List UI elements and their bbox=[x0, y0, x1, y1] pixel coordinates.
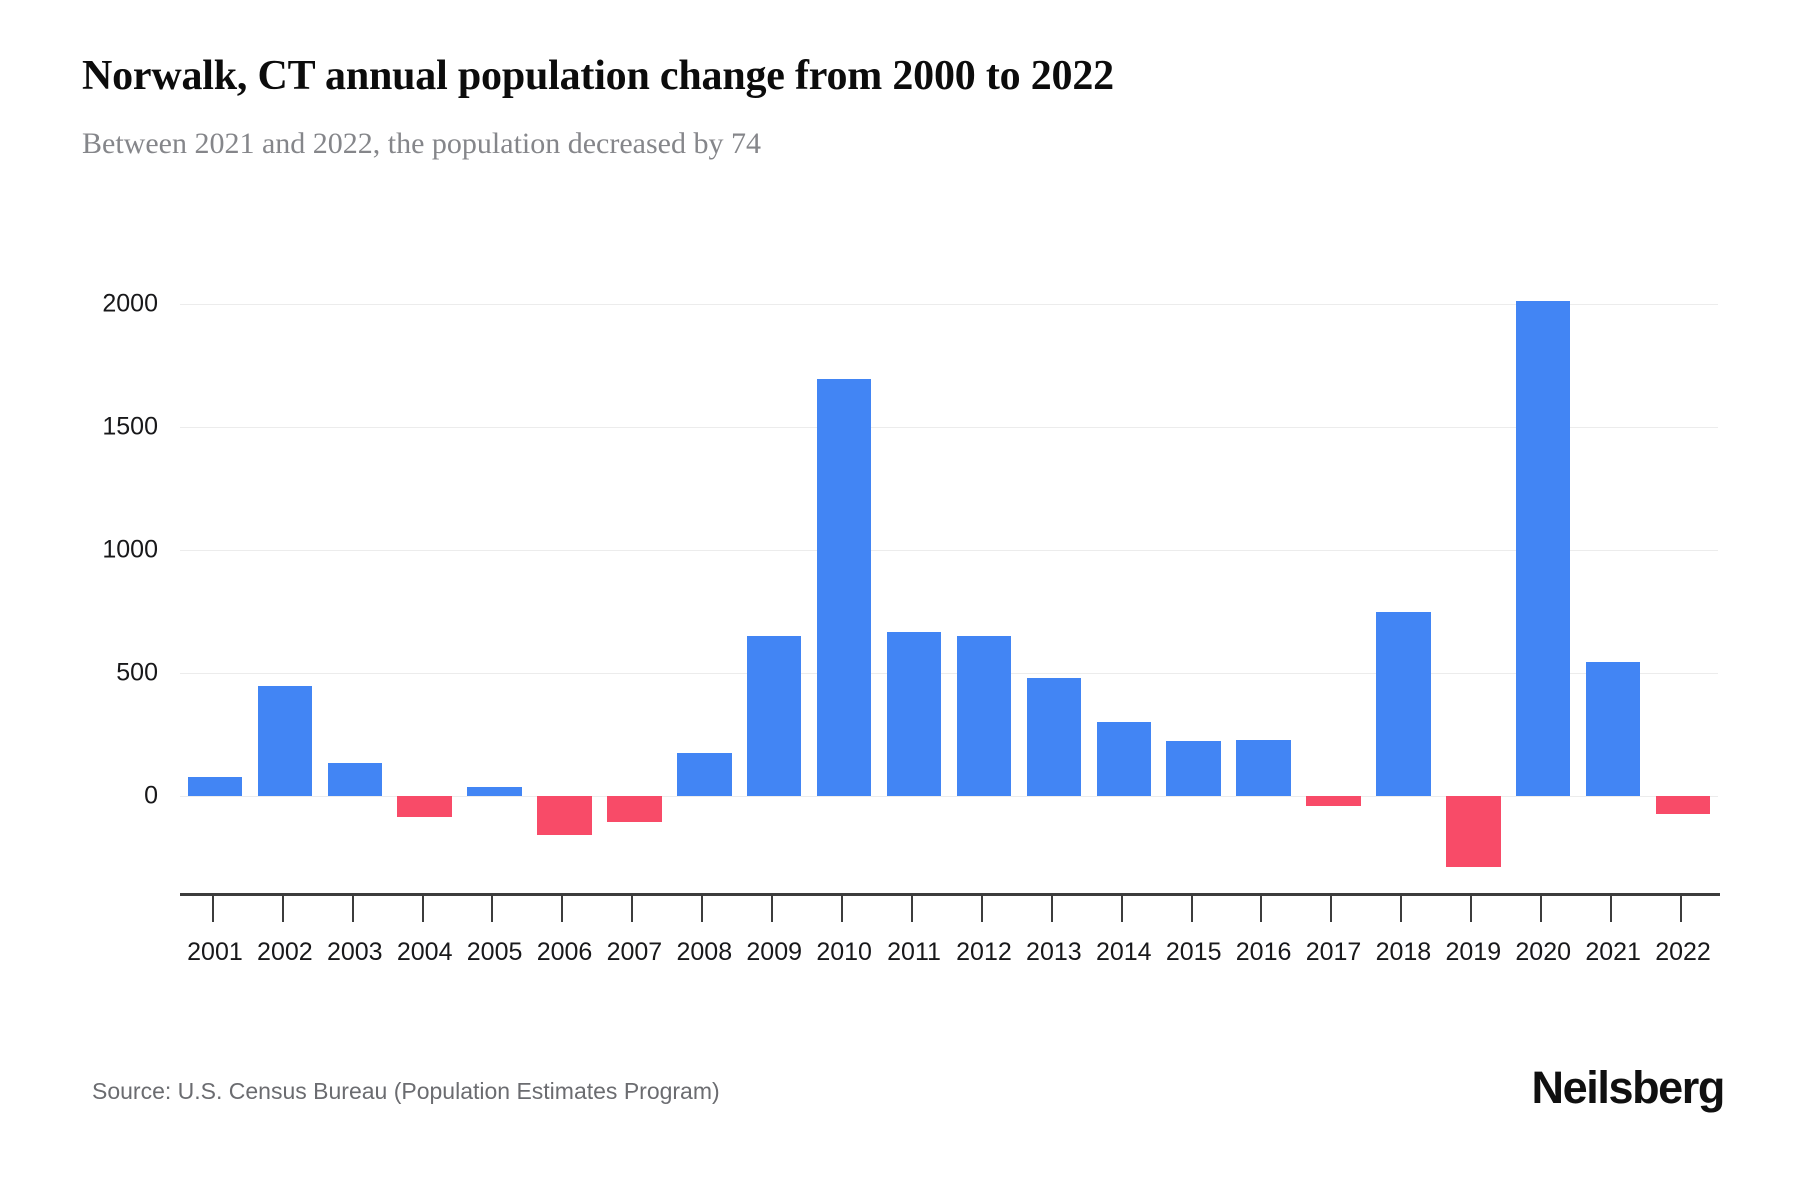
x-axis-label-2002: 2002 bbox=[257, 938, 313, 966]
bar-2022[interactable] bbox=[1655, 796, 1711, 815]
source-note: Source: U.S. Census Bureau (Population E… bbox=[92, 1078, 720, 1104]
x-axis-tick bbox=[1120, 893, 1123, 922]
x-axis-label-2019: 2019 bbox=[1445, 938, 1502, 966]
x-axis-tick bbox=[980, 893, 983, 922]
bar-2012[interactable] bbox=[956, 636, 1012, 796]
page-title: Norwalk, CT annual population change fro… bbox=[82, 53, 1114, 99]
bar-2002[interactable] bbox=[257, 686, 313, 796]
bar-2003[interactable] bbox=[327, 763, 383, 796]
x-axis-tick bbox=[1470, 893, 1473, 922]
bar-2010[interactable] bbox=[816, 379, 872, 796]
bar-2013[interactable] bbox=[1026, 677, 1082, 796]
x-axis-tick bbox=[631, 893, 634, 922]
bar-2004[interactable] bbox=[397, 796, 452, 817]
x-axis-label-2008: 2008 bbox=[676, 938, 733, 966]
bar-2018[interactable] bbox=[1376, 611, 1431, 796]
x-axis-tick bbox=[1540, 893, 1543, 922]
y-axis-tick-label: 0 bbox=[144, 781, 158, 810]
x-axis-tick bbox=[1190, 893, 1193, 922]
x-axis-label-2013: 2013 bbox=[1026, 938, 1082, 966]
bar-2021[interactable] bbox=[1585, 661, 1641, 796]
x-axis-tick bbox=[281, 893, 284, 922]
x-axis-label-2012: 2012 bbox=[956, 938, 1012, 966]
bar-2009[interactable] bbox=[746, 636, 802, 796]
x-axis-label-2014: 2014 bbox=[1095, 938, 1152, 966]
x-axis-tick bbox=[701, 893, 704, 922]
x-axis-tick bbox=[561, 893, 564, 922]
x-axis-tick bbox=[1050, 893, 1053, 922]
x-axis-label-2007: 2007 bbox=[606, 938, 663, 966]
x-axis-line bbox=[180, 893, 1720, 896]
x-axis-tick bbox=[421, 893, 424, 922]
gridline-1500 bbox=[180, 427, 1718, 428]
x-axis-label-2001: 2001 bbox=[187, 938, 243, 966]
x-axis-label-2010: 2010 bbox=[816, 938, 872, 966]
bar-2020[interactable] bbox=[1515, 301, 1571, 796]
brand-logo: Neilsberg bbox=[1531, 1062, 1726, 1113]
bar-series bbox=[180, 0, 1718, 1200]
x-axis-tick bbox=[1400, 893, 1403, 922]
bar-2007[interactable] bbox=[607, 796, 662, 822]
gridline-1000 bbox=[180, 550, 1718, 551]
x-axis-tick bbox=[491, 893, 494, 922]
gridline-500 bbox=[180, 673, 1718, 674]
gridline-0 bbox=[180, 796, 1718, 797]
x-axis-tick bbox=[1609, 893, 1612, 922]
bar-2017[interactable] bbox=[1306, 796, 1361, 807]
bar-2001[interactable] bbox=[187, 777, 243, 796]
x-axis-label-2017: 2017 bbox=[1305, 938, 1362, 966]
bar-2015[interactable] bbox=[1166, 740, 1221, 796]
bar-2008[interactable] bbox=[677, 752, 732, 796]
y-axis-tick-label: 500 bbox=[116, 658, 158, 687]
x-axis-label-2022: 2022 bbox=[1655, 938, 1711, 966]
x-axis-tick bbox=[840, 893, 843, 922]
bar-2019[interactable] bbox=[1446, 796, 1501, 868]
bar-2006[interactable] bbox=[537, 796, 592, 836]
y-axis-tick-label: 1500 bbox=[102, 412, 158, 441]
bar-2011[interactable] bbox=[886, 632, 942, 796]
x-axis-label-2009: 2009 bbox=[746, 938, 803, 966]
x-axis-label-2021: 2021 bbox=[1585, 938, 1641, 966]
x-axis-tick bbox=[910, 893, 913, 922]
x-axis-label-2006: 2006 bbox=[536, 938, 593, 966]
x-axis-tick bbox=[1679, 893, 1682, 922]
x-axis-tick bbox=[1330, 893, 1333, 922]
x-axis-tick bbox=[211, 893, 214, 922]
bar-2005[interactable] bbox=[467, 787, 522, 796]
x-axis-label-2020: 2020 bbox=[1515, 938, 1572, 966]
bar-2016[interactable] bbox=[1236, 739, 1291, 796]
x-axis-tick bbox=[351, 893, 354, 922]
x-axis-tick bbox=[771, 893, 774, 922]
gridline-2000 bbox=[180, 304, 1718, 305]
page-subtitle: Between 2021 and 2022, the population de… bbox=[82, 127, 761, 160]
y-axis-tick-label: 2000 bbox=[102, 289, 158, 318]
x-axis-label-2005: 2005 bbox=[466, 938, 523, 966]
x-axis-label-2011: 2011 bbox=[887, 938, 941, 966]
x-axis-label-2004: 2004 bbox=[396, 938, 453, 966]
x-axis-label-2003: 2003 bbox=[326, 938, 383, 966]
x-axis-label-2016: 2016 bbox=[1235, 938, 1292, 966]
x-axis-tick bbox=[1260, 893, 1263, 922]
x-axis-label-2015: 2015 bbox=[1165, 938, 1222, 966]
bar-2014[interactable] bbox=[1096, 722, 1152, 796]
y-axis-tick-label: 1000 bbox=[102, 535, 158, 564]
x-axis-label-2018: 2018 bbox=[1375, 938, 1432, 966]
